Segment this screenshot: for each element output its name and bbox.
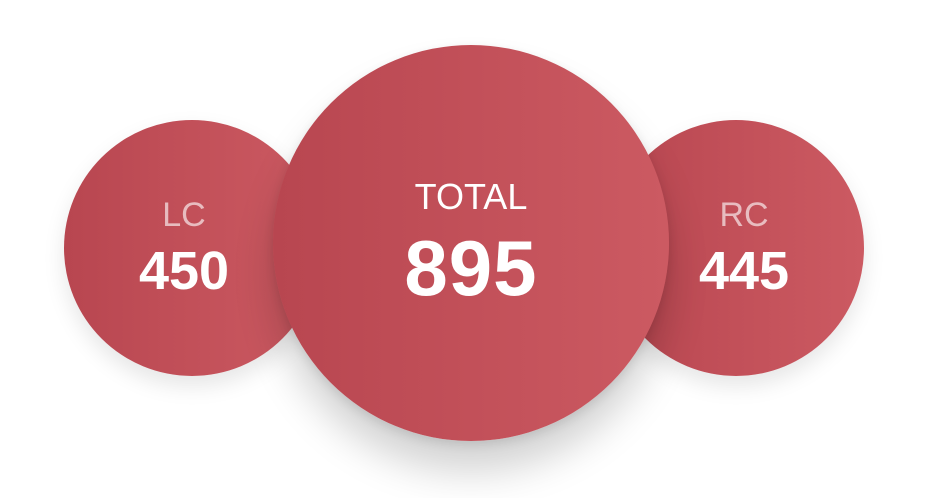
rc-label: RC	[719, 196, 769, 234]
lc-stat-content: LC 450	[139, 198, 229, 298]
rc-stat-content: RC 445	[699, 198, 789, 298]
total-label: TOTAL	[414, 176, 528, 217]
total-stat-circle: TOTAL 895	[273, 45, 669, 441]
lc-label: LC	[162, 196, 206, 234]
total-value: 895	[404, 224, 538, 312]
total-stat-content: TOTAL 895	[404, 176, 538, 312]
rc-value: 445	[698, 241, 790, 301]
lc-value: 450	[138, 241, 230, 301]
